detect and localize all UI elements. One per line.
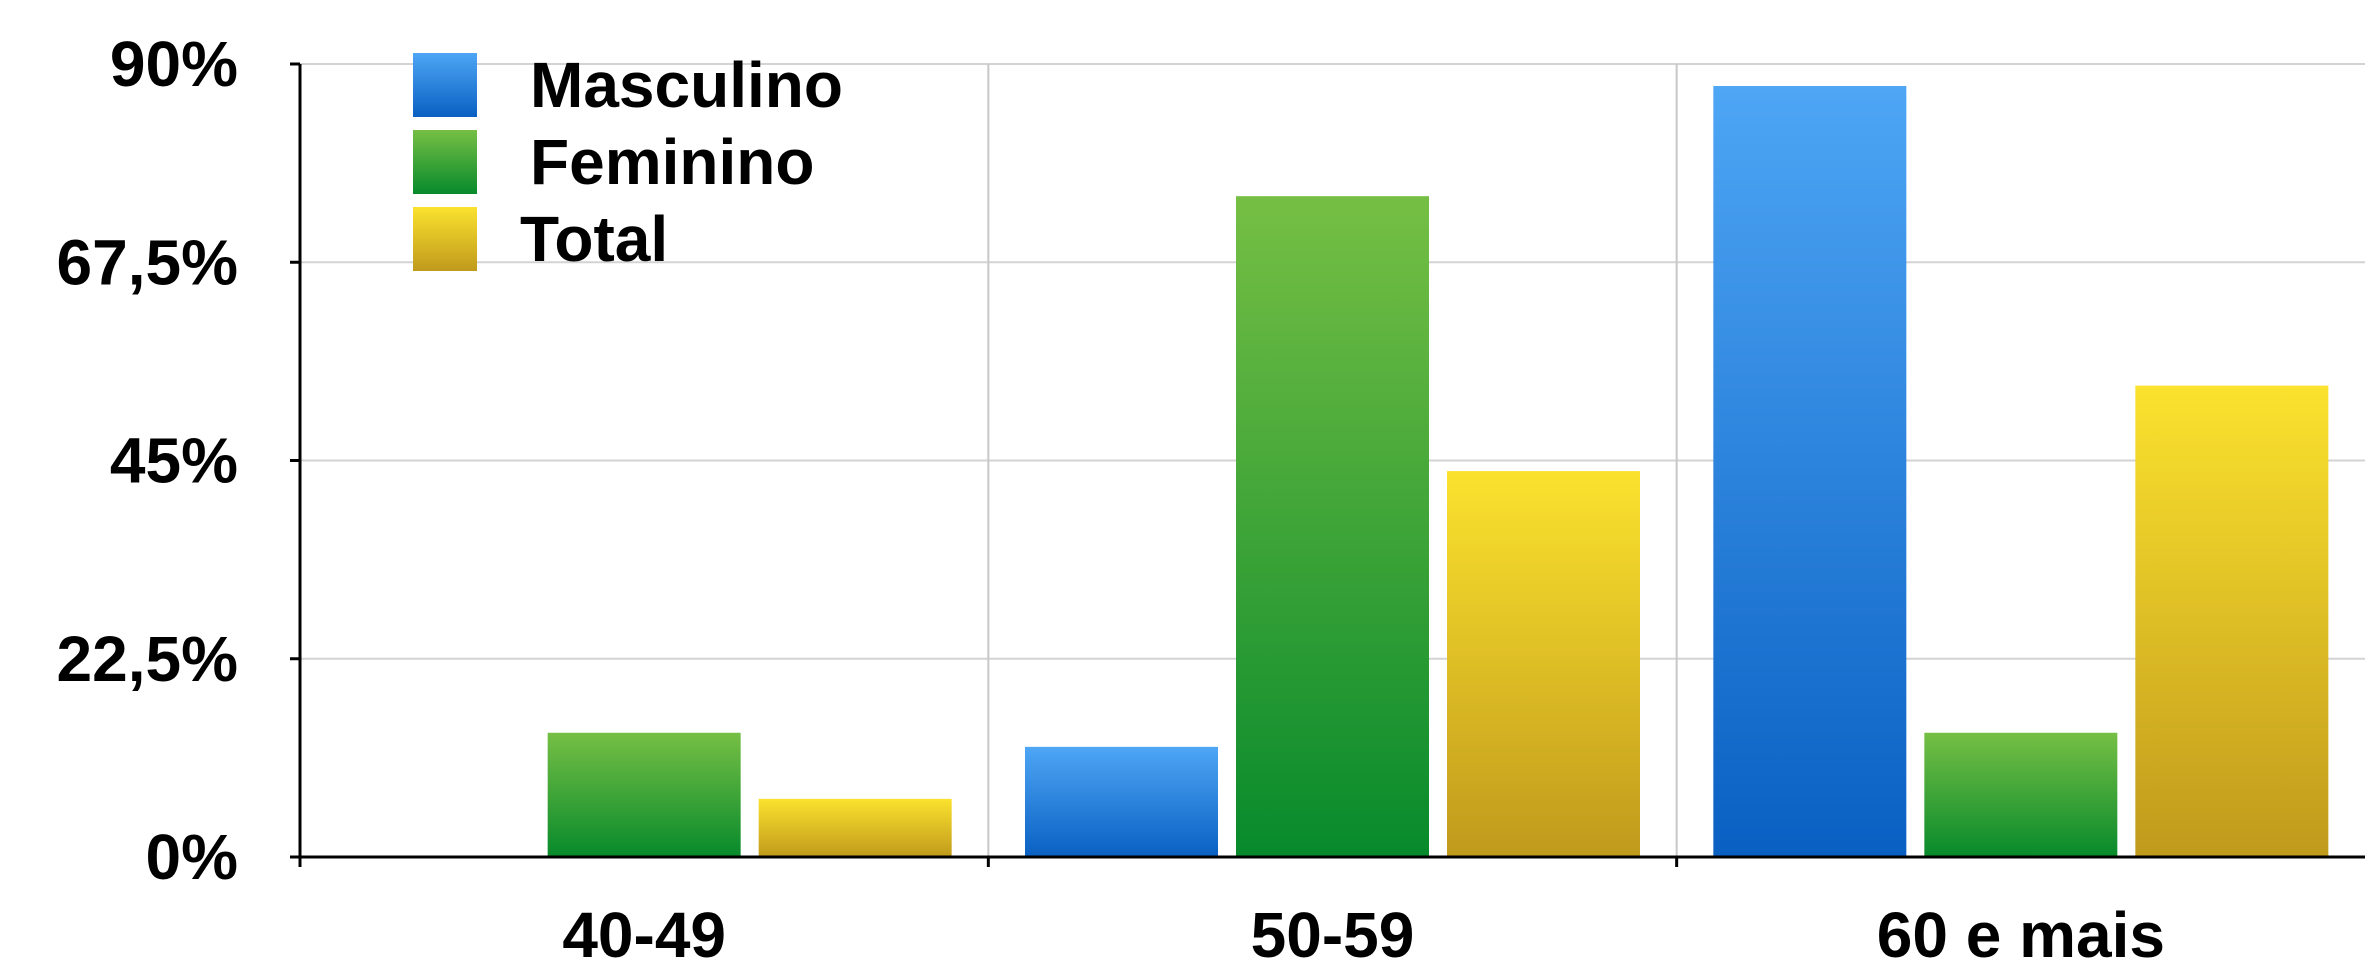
legend-label-feminino: Feminino [530, 126, 814, 198]
axes [290, 62, 2365, 867]
y-tick-label: 22,5% [57, 623, 238, 695]
bar-total-50-59 [1447, 471, 1640, 857]
x-category-label: 50-59 [1251, 899, 1415, 969]
legend-swatch-masculino [413, 53, 477, 117]
x-category-label: 60 e mais [1877, 899, 2165, 969]
x-category-label: 40-49 [562, 899, 726, 969]
bar-masculino-60-e-mais [1713, 86, 1907, 858]
y-tick-label: 45% [110, 425, 238, 497]
legend-swatch-feminino [413, 130, 477, 194]
legend-label-total: Total [520, 203, 668, 275]
y-tick-labels: 0% 22,5% 45% 67,5% 90% [57, 28, 238, 893]
legend-label-masculino: Masculino [530, 49, 843, 121]
bar-total-40-49 [758, 798, 952, 857]
x-category-labels: 40-49 50-59 60 e mais [562, 899, 2165, 969]
bar-feminino-40-49 [547, 732, 741, 857]
y-tick-label: 0% [146, 821, 239, 893]
legend-swatch-total [413, 207, 477, 271]
bars [547, 86, 2329, 858]
bar-feminino-60-e-mais [1924, 732, 2118, 857]
bar-feminino-50-59 [1236, 196, 1429, 857]
y-tick-label: 90% [110, 28, 238, 100]
bar-masculino-50-59 [1025, 746, 1218, 857]
bar-total-60-e-mais [2135, 385, 2329, 857]
y-tick-label: 67,5% [57, 226, 238, 298]
